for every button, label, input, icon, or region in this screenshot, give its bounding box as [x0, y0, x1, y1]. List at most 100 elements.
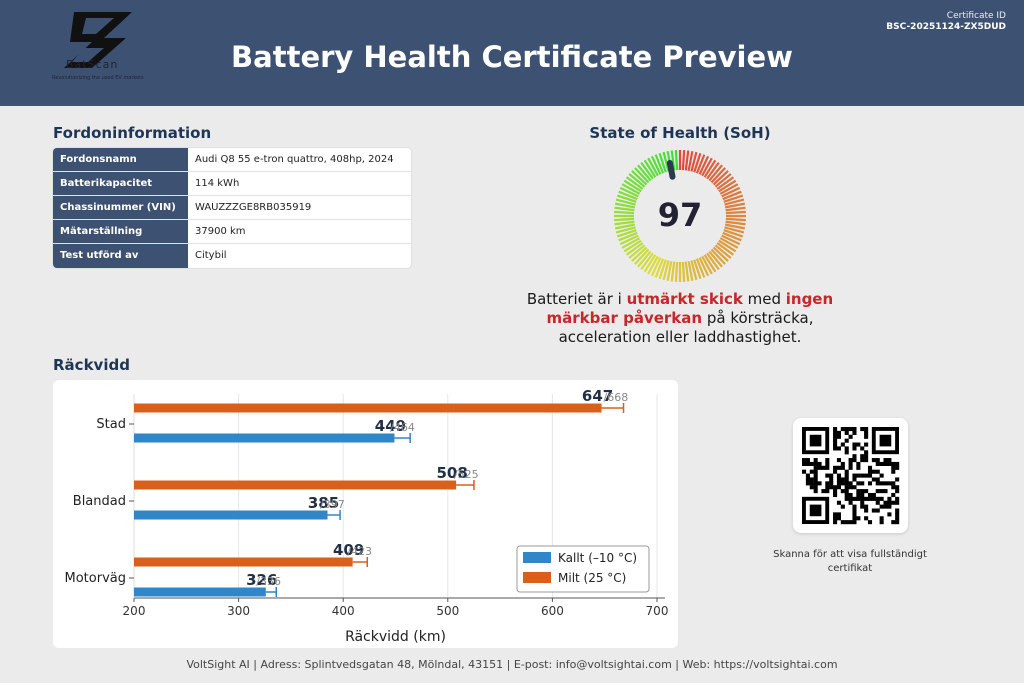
- qr-module: [852, 508, 857, 513]
- qr-module: [871, 458, 876, 463]
- gauge-tick: [670, 261, 676, 282]
- qr-module: [864, 430, 869, 435]
- qr-module: [813, 473, 818, 478]
- gauge-tick: [666, 260, 673, 282]
- qr-module: [844, 489, 849, 494]
- gauge-tick: [615, 198, 636, 206]
- vehicle-info-table: Fordonsnamn Audi Q8 55 e-tron quattro, 4…: [53, 148, 411, 268]
- table-row: Batterikapacitet 114 kWh: [53, 172, 411, 196]
- gauge-tick: [721, 186, 741, 198]
- qr-module: [864, 434, 869, 439]
- qr-module: [817, 481, 822, 486]
- gauge-tick: [716, 176, 735, 190]
- qr-module: [852, 504, 857, 509]
- max-value-label: /336: [256, 575, 281, 588]
- qr-module: [833, 434, 838, 439]
- qr-module: [895, 520, 900, 525]
- gauge-tick: [725, 220, 746, 226]
- qr-module: [836, 446, 841, 451]
- gauge-tick: [643, 254, 657, 273]
- legend-label: Milt (25 °C): [558, 571, 626, 585]
- qr-module: [829, 477, 834, 482]
- qr-module: [813, 481, 818, 486]
- qr-module: [867, 469, 873, 474]
- gauge-tick: [693, 259, 702, 280]
- qr-module: [883, 504, 888, 509]
- qr-module: [871, 492, 876, 498]
- qr-module: [809, 477, 814, 482]
- qr-module: [860, 504, 865, 509]
- qr-module: [836, 430, 841, 435]
- qr-module: [895, 489, 900, 494]
- gauge-tick: [654, 154, 665, 174]
- qr-module: [879, 516, 884, 521]
- qr-module: [844, 481, 849, 486]
- soh-text-3: på körsträcka, acceleration eller laddha…: [558, 309, 814, 346]
- gauge-tick: [690, 260, 698, 281]
- qr-module: [864, 489, 869, 494]
- qr-module: [848, 496, 853, 501]
- gauge-tick: [721, 234, 741, 246]
- qr-module: [813, 485, 818, 490]
- qr-module: [887, 458, 892, 463]
- range-chart: 200 300 400 500 600 700 Räckvidd (km) Stad 647/6…: [65, 387, 669, 645]
- qr-module: [891, 492, 896, 498]
- qr-module: [875, 461, 880, 466]
- qr-module: [848, 492, 853, 498]
- category-label: Stad: [96, 417, 126, 432]
- soh-text-1: Batteriet är i: [526, 290, 627, 308]
- qr-module: [860, 481, 865, 486]
- qr-module: [836, 465, 841, 470]
- gauge-tick: [698, 257, 710, 277]
- qr-finder-core: [879, 434, 892, 447]
- qr-module: [879, 520, 884, 525]
- qr-module: [875, 481, 880, 486]
- gauge-tick: [623, 179, 642, 193]
- qr-module: [864, 458, 869, 463]
- qr-module: [840, 442, 845, 447]
- qr-code[interactable]: [793, 418, 908, 533]
- qr-module: [891, 485, 896, 490]
- qr-module: [883, 481, 888, 486]
- x-tick-label: 200: [123, 604, 146, 618]
- qr-module: [887, 496, 892, 501]
- qr-module: [864, 473, 869, 478]
- qr-module: [860, 454, 865, 459]
- bar: [134, 510, 328, 520]
- gauge-tick: [724, 226, 745, 234]
- gauge-tick: [616, 229, 637, 238]
- x-tick-label: 500: [436, 604, 459, 618]
- qr-module: [844, 469, 849, 474]
- qr-module: [895, 477, 900, 482]
- qr-module: [825, 465, 830, 470]
- qr-module: [813, 489, 818, 494]
- qr-module: [887, 481, 892, 486]
- qr-module: [809, 461, 814, 466]
- gauge-tick: [719, 237, 739, 249]
- range-section-title: Räckvidd: [53, 356, 130, 374]
- qr-module: [867, 473, 873, 478]
- qr-module: [836, 485, 841, 490]
- qr-code-card[interactable]: [793, 418, 908, 533]
- qr-module: [833, 520, 838, 525]
- qr-module: [864, 454, 869, 459]
- qr-module: [836, 500, 841, 505]
- qr-module: [891, 469, 896, 474]
- gauge-tick: [650, 257, 662, 277]
- gauge-tick: [674, 261, 679, 282]
- qr-module: [856, 481, 861, 486]
- gauge-tick: [647, 255, 659, 275]
- qr-module: [813, 477, 818, 482]
- qr-module: [860, 492, 865, 498]
- max-value-label: /525: [454, 468, 479, 481]
- qr-module: [860, 500, 865, 505]
- x-tick-label: 400: [332, 604, 355, 618]
- qr-module: [895, 508, 900, 513]
- gauge-tick: [618, 190, 638, 201]
- qr-module: [833, 438, 838, 443]
- table-row: Test utförd av Citybil: [53, 244, 411, 268]
- gauge-tick: [725, 206, 746, 212]
- qr-module: [895, 465, 900, 470]
- qr-module: [844, 427, 849, 432]
- qr-module: [864, 496, 869, 501]
